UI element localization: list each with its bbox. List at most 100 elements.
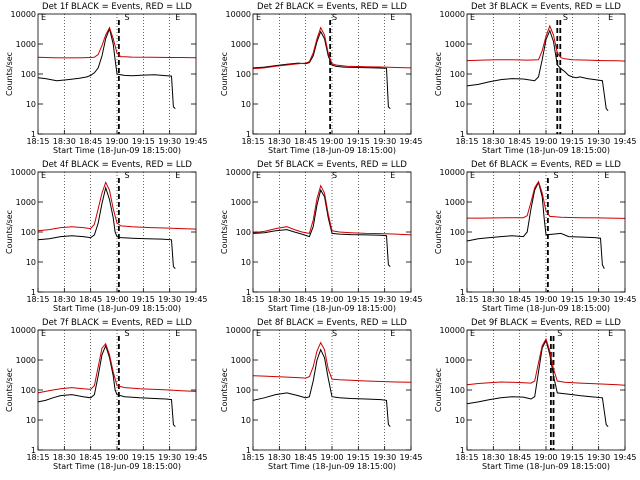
panel-8: Det 8f BLACK = Events, RED = LLD 1 10 100 10… xyxy=(220,318,423,471)
x-axis-label: Start Time (18-Jun-09 18:15:00) xyxy=(268,462,396,471)
x-tick-label: 19:15 xyxy=(561,137,584,146)
lld-series-line xyxy=(467,180,626,219)
lld-series-line xyxy=(252,26,412,70)
panel-title: Det 3f BLACK = Events, RED = LLD xyxy=(471,2,621,12)
x-tick-label: 18:45 xyxy=(294,295,317,304)
interval-marker-label: E xyxy=(256,13,261,22)
x-axis-label: Start Time (18-Jun-09 18:15:00) xyxy=(53,462,181,471)
y-tick-label: 10000 xyxy=(440,326,465,335)
y-tick-label: 1000 xyxy=(16,198,36,207)
y-tick-label: 10 xyxy=(455,100,465,109)
lld-series-line xyxy=(466,337,626,386)
y-tick-label: 10 xyxy=(26,416,36,425)
panel-title: Det 9f BLACK = Events, RED = LLD xyxy=(471,318,621,328)
y-tick-label: 10 xyxy=(455,258,465,267)
y-tick-label: 100 xyxy=(236,386,251,395)
x-tick-label: 18:15 xyxy=(455,295,478,304)
panel-title: Det 8f BLACK = Events, RED = LLD xyxy=(257,318,407,328)
events-series-line xyxy=(37,185,176,270)
y-tick-label: 1 xyxy=(246,288,251,297)
x-tick-label: 19:00 xyxy=(534,295,557,304)
y-axis-label: Counts/sec xyxy=(434,368,443,412)
x-tick-label: 19:00 xyxy=(534,453,557,462)
x-tick-label: 19:30 xyxy=(158,453,181,462)
lld-series-line xyxy=(252,184,412,236)
x-axis-label: Start Time (18-Jun-09 18:15:00) xyxy=(482,146,610,155)
interval-marker-label: E xyxy=(256,171,261,180)
panel-title: Det 7f BLACK = Events, RED = LLD xyxy=(42,318,192,328)
y-tick-label: 10 xyxy=(26,100,36,109)
panel-title: Det 5f BLACK = Events, RED = LLD xyxy=(257,160,407,170)
y-tick-label: 10 xyxy=(241,100,251,109)
y-axis-label: Counts/sec xyxy=(5,210,14,254)
x-axis-label: Start Time (18-Jun-09 18:15:00) xyxy=(53,304,181,313)
y-tick-label: 100 xyxy=(450,228,465,237)
y-tick-label: 1 xyxy=(246,446,251,455)
panel-2: Det 2f BLACK = Events, RED = LLD 1 10 100 10… xyxy=(220,2,423,155)
y-tick-label: 1000 xyxy=(445,198,465,207)
y-axis-label: Counts/sec xyxy=(434,52,443,96)
interval-marker-label: E xyxy=(175,13,180,22)
x-tick-label: 19:15 xyxy=(132,295,155,304)
x-tick-label: 19:45 xyxy=(399,295,422,304)
y-tick-label: 10000 xyxy=(226,10,251,19)
x-tick-label: 19:15 xyxy=(132,453,155,462)
interval-marker-label: S xyxy=(332,13,337,22)
y-tick-label: 10 xyxy=(455,416,465,425)
x-tick-label: 18:30 xyxy=(53,295,76,304)
x-tick-label: 19:30 xyxy=(373,453,396,462)
x-tick-label: 19:30 xyxy=(587,137,610,146)
y-tick-label: 10000 xyxy=(226,168,251,177)
y-tick-label: 1 xyxy=(31,130,36,139)
x-tick-label: 19:15 xyxy=(347,453,370,462)
x-tick-label: 19:00 xyxy=(105,137,128,146)
x-tick-label: 18:30 xyxy=(268,137,291,146)
x-tick-label: 19:00 xyxy=(105,295,128,304)
events-series-line xyxy=(37,27,176,109)
y-tick-label: 10000 xyxy=(440,10,465,19)
y-tick-label: 1000 xyxy=(445,356,465,365)
x-tick-label: 18:15 xyxy=(26,137,49,146)
y-axis-label: Counts/sec xyxy=(220,52,229,96)
y-tick-label: 1000 xyxy=(16,40,36,49)
interval-marker-label: E xyxy=(41,171,46,180)
events-series-line xyxy=(252,30,391,109)
panel-title: Det 6f BLACK = Events, RED = LLD xyxy=(471,160,621,170)
interval-marker-label: S xyxy=(332,171,337,180)
y-tick-label: 1 xyxy=(246,130,251,139)
panel-6: Det 6f BLACK = Events, RED = LLD 1 10 100 10… xyxy=(434,160,637,313)
interval-marker-label: S xyxy=(125,329,130,338)
events-series-line xyxy=(252,348,391,428)
panel-title: Det 4f BLACK = Events, RED = LLD xyxy=(42,160,192,170)
x-tick-label: 18:15 xyxy=(455,137,478,146)
x-tick-label: 19:15 xyxy=(347,295,370,304)
interval-marker-label: E xyxy=(470,13,475,22)
y-tick-label: 1 xyxy=(460,446,465,455)
lld-series-line xyxy=(252,341,412,383)
x-tick-label: 19:45 xyxy=(184,295,207,304)
x-tick-label: 18:15 xyxy=(241,137,264,146)
x-tick-label: 19:45 xyxy=(613,453,636,462)
y-tick-label: 100 xyxy=(236,70,251,79)
y-tick-label: 100 xyxy=(21,386,36,395)
interval-marker-label: E xyxy=(390,171,395,180)
lld-series-line xyxy=(37,342,197,394)
y-tick-label: 100 xyxy=(236,228,251,237)
lld-series-line xyxy=(37,26,197,59)
x-tick-label: 19:45 xyxy=(399,137,422,146)
x-tick-label: 19:30 xyxy=(158,295,181,304)
y-axis-label: Counts/sec xyxy=(5,368,14,412)
interval-marker-label: E xyxy=(608,13,613,22)
y-axis-label: Counts/sec xyxy=(220,210,229,254)
x-tick-label: 18:30 xyxy=(482,137,505,146)
y-tick-label: 1000 xyxy=(231,356,251,365)
interval-marker-label: E xyxy=(256,329,261,338)
y-tick-label: 10000 xyxy=(11,168,36,177)
x-tick-label: 19:45 xyxy=(184,453,207,462)
x-tick-label: 19:30 xyxy=(373,137,396,146)
interval-marker-label: E xyxy=(41,329,46,338)
interval-marker-label: E xyxy=(470,329,475,338)
x-tick-label: 19:00 xyxy=(534,137,557,146)
y-axis-label: Counts/sec xyxy=(5,52,14,96)
interval-marker-label: S xyxy=(332,329,337,338)
